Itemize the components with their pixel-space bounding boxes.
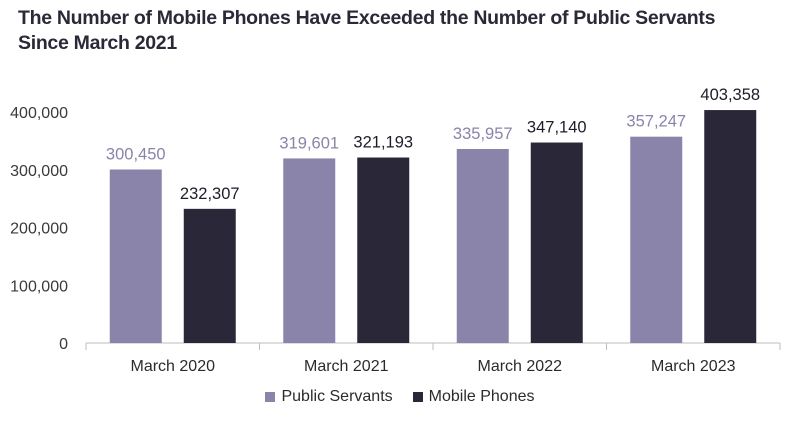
bar-public-servants-march-2023 <box>630 136 683 343</box>
data-label-public-servants-march-2022: 335,957 <box>453 125 513 143</box>
y-tick-label: 100,000 <box>10 278 68 295</box>
x-tick-label: March 2023 <box>651 358 736 375</box>
data-label-mobile-phones-march-2023: 403,358 <box>700 86 760 104</box>
data-label-mobile-phones-march-2022: 347,140 <box>527 119 587 137</box>
bar-mobile-phones-march-2022 <box>530 142 583 343</box>
chart-title-line-2: Since March 2021 <box>18 32 177 54</box>
y-tick-label: 200,000 <box>10 221 68 238</box>
x-tick-label: March 2021 <box>304 358 389 375</box>
data-label-mobile-phones-march-2021: 321,193 <box>353 134 413 152</box>
data-label-public-servants-march-2020: 300,450 <box>106 145 166 163</box>
bar-mobile-phones-march-2020 <box>183 208 236 343</box>
bar-public-servants-march-2021 <box>283 158 336 343</box>
legend-swatch-mobile-phones <box>412 392 423 402</box>
legend-item-mobile-phones: Mobile Phones <box>412 388 535 406</box>
x-tick-label: March 2022 <box>478 358 563 375</box>
y-tick-label: 400,000 <box>10 105 68 122</box>
bar-public-servants-march-2020 <box>109 169 162 343</box>
bar-mobile-phones-march-2021 <box>357 157 410 343</box>
bar-public-servants-march-2022 <box>456 148 509 343</box>
y-tick-label: 300,000 <box>10 163 68 180</box>
data-label-public-servants-march-2023: 357,247 <box>626 113 686 131</box>
chart-title: The Number of Mobile Phones Have Exceede… <box>18 6 778 56</box>
legend-swatch-public-servants <box>265 392 276 402</box>
legend: Public Servants Mobile Phones <box>0 388 800 406</box>
legend-item-public-servants: Public Servants <box>265 388 393 406</box>
y-tick-label: 0 <box>59 336 68 353</box>
x-tick-label: March 2020 <box>131 358 216 375</box>
data-label-public-servants-march-2021: 319,601 <box>279 134 339 152</box>
legend-label-public-servants: Public Servants <box>281 388 393 405</box>
chart-title-line-1: The Number of Mobile Phones Have Exceede… <box>18 7 716 29</box>
legend-label-mobile-phones: Mobile Phones <box>428 388 535 405</box>
bar-mobile-phones-march-2023 <box>704 110 757 343</box>
data-label-mobile-phones-march-2020: 232,307 <box>180 185 240 203</box>
